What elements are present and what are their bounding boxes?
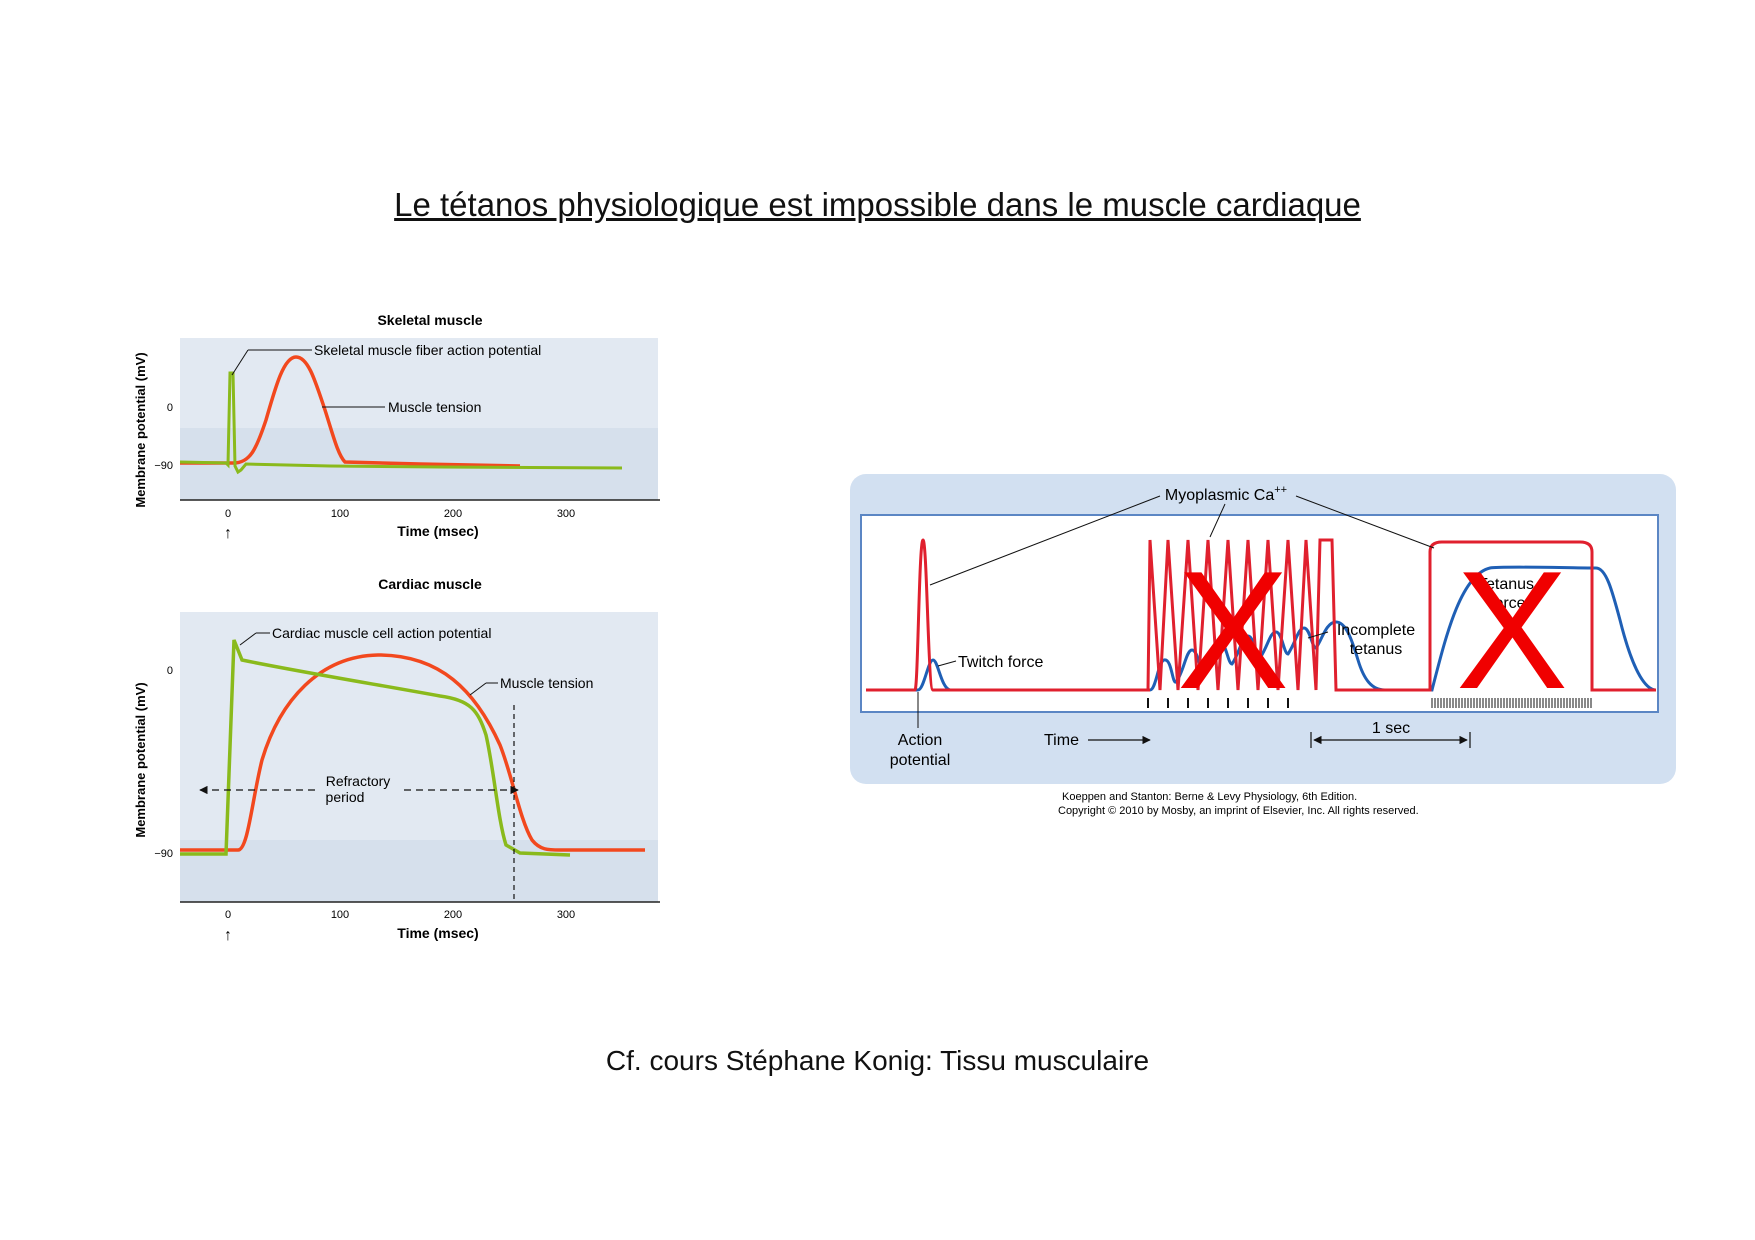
incomplete-tetanus-cross: X — [1177, 536, 1289, 724]
credit-line-1: Koeppen and Stanton: Berne & Levy Physio… — [1062, 791, 1357, 803]
incomplete-tetanus-label-line1: Incomplete — [1337, 622, 1415, 639]
tetanus-cross: X — [1456, 536, 1568, 724]
footer-reference: Cf. cours Stéphane Konig: Tissu musculai… — [605, 1045, 1150, 1076]
tetanus-calcium-curve — [1385, 540, 1656, 692]
calcium-label: Myoplasmic Ca++ — [1165, 484, 1287, 504]
cardiac-muscle-tension-curve — [180, 653, 645, 852]
calcium-leader-3 — [1295, 495, 1435, 549]
cardiac-refractory-label-line1: Refractory — [326, 773, 391, 789]
twitch-force-label: Twitch force — [958, 654, 1043, 671]
twitch-force-leader — [937, 660, 957, 667]
cardiac-tension-label: Muscle tension — [500, 675, 593, 691]
tetanus-force-label-line1: Tetanus — [1478, 576, 1534, 593]
cardiac-ap-leader — [239, 632, 257, 646]
cardiac-xtick-0: 0 — [225, 909, 231, 921]
tetanus-force-label-line2: force — [1490, 595, 1526, 612]
skeletal-tension-label: Muscle tension — [388, 399, 481, 415]
cardiac-xtick-100: 100 — [331, 909, 349, 921]
twitch-calcium-curve — [866, 538, 1150, 692]
slide-title: Le tétanos physiologique est impossible … — [394, 186, 1361, 223]
cardiac-ytick-minus90: −90 — [154, 848, 173, 860]
cardiac-title: Cardiac muscle — [378, 576, 482, 592]
skeletal-xtick-0: 0 — [225, 508, 231, 520]
time-label: Time — [1044, 732, 1079, 749]
action-potential-label-line1: Action — [898, 732, 942, 749]
calcium-label-text: Myoplasmic Ca — [1165, 487, 1274, 504]
skeletal-stimulus-arrow: ↑ — [224, 525, 232, 542]
skeletal-ap-leader — [231, 349, 249, 376]
incomplete-tetanus-label-line2: tetanus — [1350, 641, 1402, 658]
cardiac-ylabel: Membrane potential (mV) — [133, 682, 148, 837]
skeletal-panel: Skeletal muscle Membrane potential (mV) … — [133, 312, 660, 542]
cardiac-ytick-0: 0 — [167, 665, 173, 677]
calcium-leader-2 — [1209, 503, 1226, 538]
action-potential-label-line2: potential — [890, 752, 951, 769]
cardiac-tension-leader — [469, 682, 487, 696]
calcium-leader-1 — [929, 495, 1161, 586]
tetanus-force-curve — [1420, 565, 1656, 692]
incomplete-stimulus-ticks — [1147, 698, 1289, 708]
cardiac-xtick-200: 200 — [444, 909, 462, 921]
calcium-label-superscript: ++ — [1274, 484, 1287, 496]
skeletal-ytick-0: 0 — [167, 402, 173, 414]
skeletal-ap-label: Skeletal muscle fiber action potential — [314, 342, 541, 358]
cardiac-xlabel: Time (msec) — [397, 925, 478, 941]
tetanus-stimulus-ticks — [1431, 698, 1592, 708]
cardiac-stimulus-arrow: ↑ — [224, 927, 232, 944]
scale-bar-label: 1 sec — [1372, 720, 1410, 737]
summation-panel: Myoplasmic Ca++ Twitch force Incomplete … — [850, 474, 1676, 817]
incomplete-tetanus-calcium-curve — [1146, 538, 1385, 692]
cardiac-ap-label: Cardiac muscle cell action potential — [272, 625, 491, 641]
incomplete-tetanus-leader — [1307, 631, 1329, 639]
cardiac-action-potential-curve — [180, 639, 571, 857]
skeletal-ytick-minus90: −90 — [154, 460, 173, 472]
skeletal-muscle-tension-curve — [180, 355, 521, 468]
twitch-force-curve — [866, 658, 1150, 692]
skeletal-xtick-200: 200 — [444, 508, 462, 520]
cardiac-refractory-label-line2: period — [326, 789, 365, 805]
skeletal-ylabel: Membrane potential (mV) — [133, 352, 148, 507]
skeletal-xlabel: Time (msec) — [397, 523, 478, 539]
cardiac-panel: Cardiac muscle Membrane potential (mV) 0… — [133, 576, 660, 944]
skeletal-xtick-300: 300 — [557, 508, 575, 520]
cardiac-refractory-label-bg — [318, 772, 400, 808]
skeletal-title: Skeletal muscle — [377, 312, 482, 328]
credit-line-2: Copyright © 2010 by Mosby, an imprint of… — [1058, 805, 1419, 817]
skeletal-action-potential-curve — [179, 371, 623, 475]
cardiac-xtick-300: 300 — [557, 909, 575, 921]
skeletal-xtick-100: 100 — [331, 508, 349, 520]
